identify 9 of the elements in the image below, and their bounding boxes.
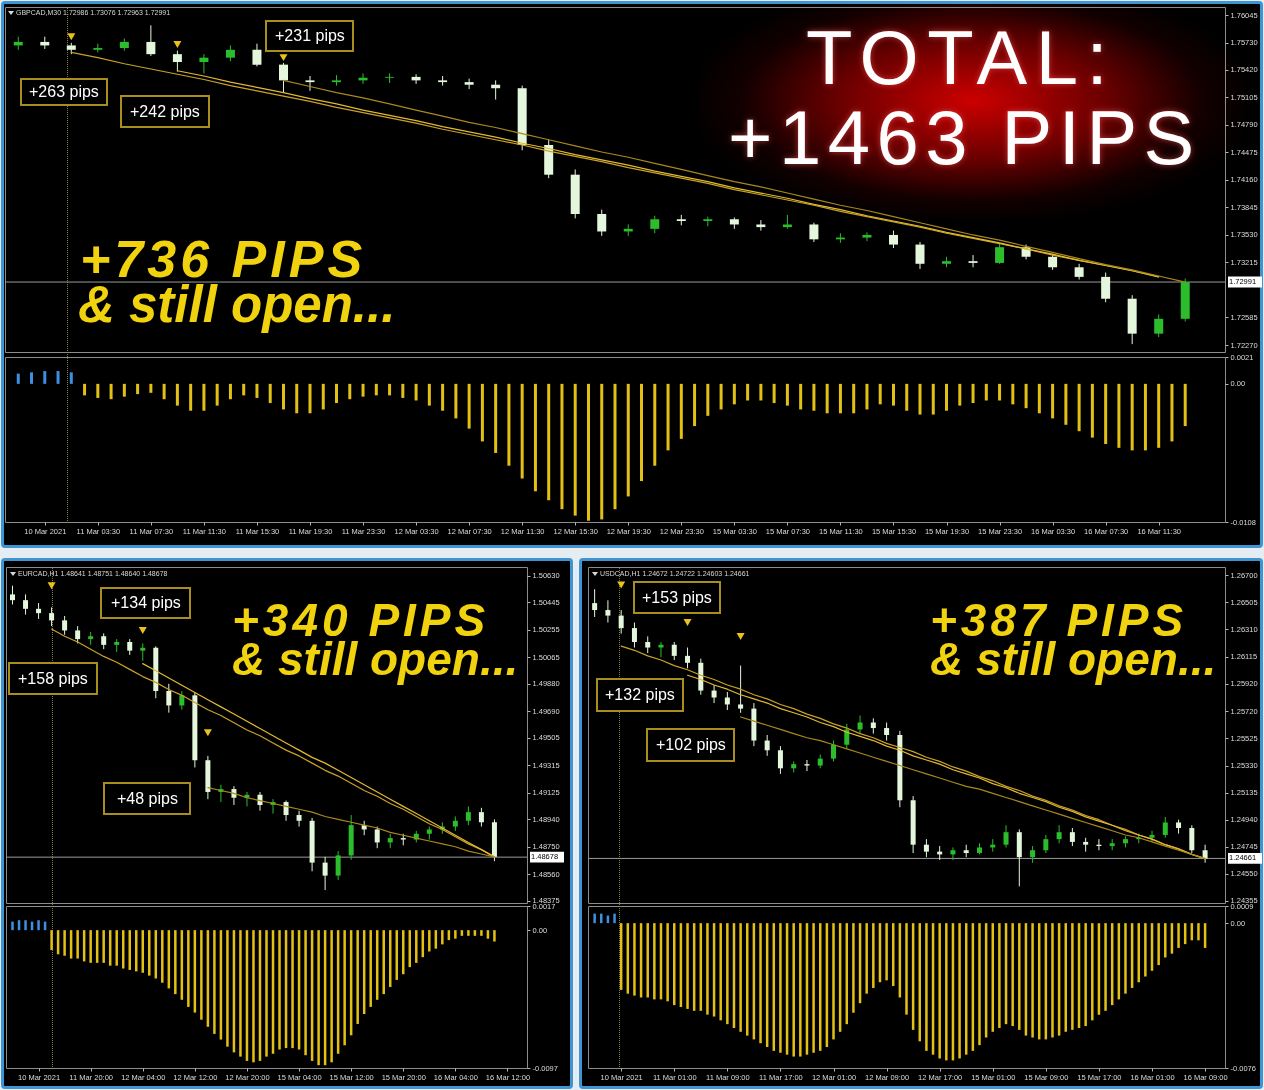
- annotation: +242 pips: [130, 103, 200, 120]
- annotation: +263 pips: [29, 83, 99, 100]
- annotation: +48 pips: [117, 790, 178, 807]
- annotation: +231 pips: [275, 27, 345, 44]
- annotation: +132 pips: [605, 686, 675, 703]
- annotation: +153 pips: [642, 589, 712, 606]
- annotation: +134 pips: [111, 594, 181, 611]
- annotation: +102 pips: [656, 736, 726, 753]
- annotation: +158 pips: [18, 670, 88, 687]
